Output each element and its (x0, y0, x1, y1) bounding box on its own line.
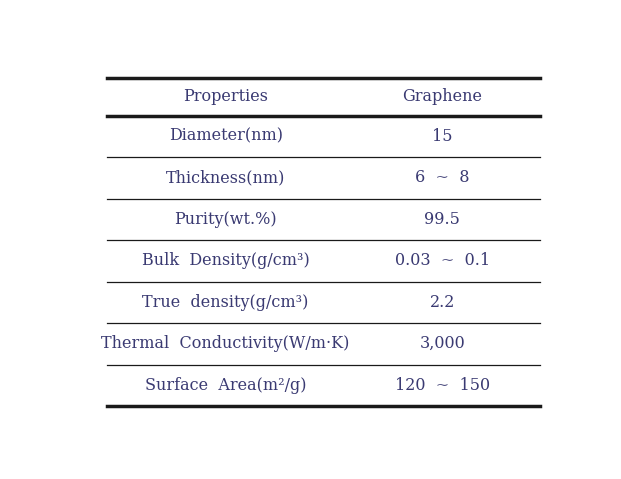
Text: 99.5: 99.5 (424, 211, 460, 228)
Text: 3,000: 3,000 (419, 335, 465, 352)
Text: Diameter(nm): Diameter(nm) (169, 128, 283, 145)
Text: Thickness(nm): Thickness(nm) (166, 169, 285, 186)
Text: Purity(wt.%): Purity(wt.%) (175, 211, 277, 228)
Text: 120  ~  150: 120 ~ 150 (394, 377, 490, 394)
Text: Bulk  Density(g/cm³): Bulk Density(g/cm³) (142, 252, 309, 269)
Text: Graphene: Graphene (402, 88, 482, 105)
Text: 0.03  ~  0.1: 0.03 ~ 0.1 (394, 252, 490, 269)
Text: 2.2: 2.2 (430, 294, 455, 311)
Text: Surface  Area(m²/g): Surface Area(m²/g) (145, 377, 306, 394)
Text: Thermal  Conductivity(W/m·K): Thermal Conductivity(W/m·K) (101, 335, 350, 352)
Text: True  density(g/cm³): True density(g/cm³) (142, 294, 309, 311)
Text: 15: 15 (432, 128, 453, 145)
Text: Properties: Properties (183, 88, 268, 105)
Text: 6  ~  8: 6 ~ 8 (415, 169, 469, 186)
